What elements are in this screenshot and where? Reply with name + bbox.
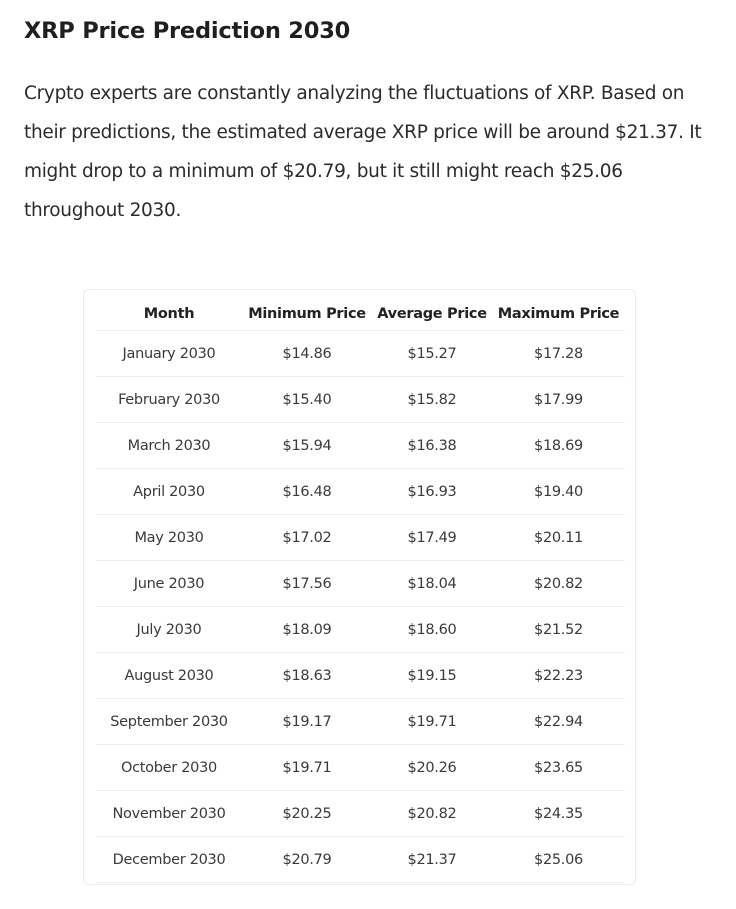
cell-maximum-price: $23.65 bbox=[492, 744, 625, 791]
header-minimum-price: Minimum Price bbox=[242, 298, 372, 331]
table-row: January 2030 $14.86 $15.27 $17.28 bbox=[96, 330, 625, 377]
cell-month: March 2030 bbox=[96, 422, 242, 469]
intro-paragraph: Crypto experts are constantly analyzing … bbox=[24, 83, 702, 221]
cell-average-price: $20.26 bbox=[372, 744, 492, 791]
cell-minimum-price: $14.86 bbox=[242, 330, 372, 377]
cell-month: October 2030 bbox=[96, 744, 242, 791]
cell-average-price: $18.60 bbox=[372, 606, 492, 653]
cell-maximum-price: $19.40 bbox=[492, 468, 625, 515]
cell-maximum-price: $24.35 bbox=[492, 790, 625, 837]
cell-average-price: $21.37 bbox=[372, 836, 492, 883]
cell-average-price: $15.82 bbox=[372, 376, 492, 423]
cell-minimum-price: $18.63 bbox=[242, 652, 372, 699]
cell-maximum-price: $20.82 bbox=[492, 560, 625, 607]
cell-month: January 2030 bbox=[96, 330, 242, 377]
cell-minimum-price: $20.25 bbox=[242, 790, 372, 837]
cell-average-price: $16.38 bbox=[372, 422, 492, 469]
cell-minimum-price: $16.48 bbox=[242, 468, 372, 515]
cell-minimum-price: $15.40 bbox=[242, 376, 372, 423]
header-average-price: Average Price bbox=[372, 298, 492, 331]
table-row: November 2030 $20.25 $20.82 $24.35 bbox=[96, 790, 625, 837]
cell-maximum-price: $22.94 bbox=[492, 698, 625, 745]
cell-minimum-price: $19.17 bbox=[242, 698, 372, 745]
table-row: December 2030 $20.79 $21.37 $25.06 bbox=[96, 836, 625, 883]
header-maximum-price: Maximum Price bbox=[492, 298, 625, 331]
cell-average-price: $15.27 bbox=[372, 330, 492, 377]
cell-maximum-price: $22.23 bbox=[492, 652, 625, 699]
cell-month: August 2030 bbox=[96, 652, 242, 699]
cell-average-price: $18.04 bbox=[372, 560, 492, 607]
table-row: August 2030 $18.63 $19.15 $22.23 bbox=[96, 652, 625, 699]
cell-minimum-price: $20.79 bbox=[242, 836, 372, 883]
table-row: June 2030 $17.56 $18.04 $20.82 bbox=[96, 560, 625, 607]
cell-maximum-price: $17.28 bbox=[492, 330, 625, 377]
cell-maximum-price: $21.52 bbox=[492, 606, 625, 653]
table-row: May 2030 $17.02 $17.49 $20.11 bbox=[96, 514, 625, 561]
cell-average-price: $17.49 bbox=[372, 514, 492, 561]
price-table-card: Month Minimum Price Average Price Maximu… bbox=[83, 289, 636, 885]
table-row: March 2030 $15.94 $16.38 $18.69 bbox=[96, 422, 625, 469]
cell-average-price: $20.82 bbox=[372, 790, 492, 837]
table-header-row: Month Minimum Price Average Price Maximu… bbox=[96, 298, 625, 331]
cell-minimum-price: $17.56 bbox=[242, 560, 372, 607]
cell-month: May 2030 bbox=[96, 514, 242, 561]
table-row: July 2030 $18.09 $18.60 $21.52 bbox=[96, 606, 625, 653]
cell-maximum-price: $17.99 bbox=[492, 376, 625, 423]
page-title: XRP Price Prediction 2030 bbox=[24, 18, 351, 44]
table-row: April 2030 $16.48 $16.93 $19.40 bbox=[96, 468, 625, 515]
cell-month: September 2030 bbox=[96, 698, 242, 745]
cell-average-price: $19.15 bbox=[372, 652, 492, 699]
price-prediction-table: Month Minimum Price Average Price Maximu… bbox=[96, 298, 625, 883]
cell-minimum-price: $19.71 bbox=[242, 744, 372, 791]
cell-month: April 2030 bbox=[96, 468, 242, 515]
cell-month: November 2030 bbox=[96, 790, 242, 837]
table-row: September 2030 $19.17 $19.71 $22.94 bbox=[96, 698, 625, 745]
cell-minimum-price: $18.09 bbox=[242, 606, 372, 653]
cell-maximum-price: $20.11 bbox=[492, 514, 625, 561]
cell-maximum-price: $18.69 bbox=[492, 422, 625, 469]
cell-minimum-price: $17.02 bbox=[242, 514, 372, 561]
cell-average-price: $16.93 bbox=[372, 468, 492, 515]
header-month: Month bbox=[96, 298, 242, 331]
table-row: February 2030 $15.40 $15.82 $17.99 bbox=[96, 376, 625, 423]
cell-minimum-price: $15.94 bbox=[242, 422, 372, 469]
cell-maximum-price: $25.06 bbox=[492, 836, 625, 883]
cell-average-price: $19.71 bbox=[372, 698, 492, 745]
cell-month: December 2030 bbox=[96, 836, 242, 883]
cell-month: June 2030 bbox=[96, 560, 242, 607]
cell-month: February 2030 bbox=[96, 376, 242, 423]
cell-month: July 2030 bbox=[96, 606, 242, 653]
table-row: October 2030 $19.71 $20.26 $23.65 bbox=[96, 744, 625, 791]
